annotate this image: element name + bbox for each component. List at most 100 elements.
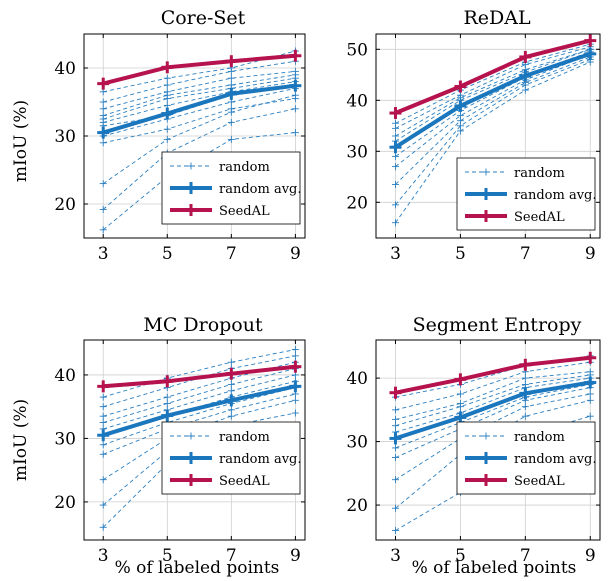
y-tick-label: 20 — [54, 493, 76, 513]
random-run-line — [102, 94, 296, 184]
random-run-line — [395, 371, 591, 420]
legend-label: SeedAL — [219, 204, 270, 219]
panel-title: MC Dropout — [143, 314, 263, 336]
panel-core-set: Core-Set mIoU (%) 3 5 7 9203040randomrandom… — [11, 7, 306, 264]
x-tick-label: 3 — [390, 244, 401, 264]
y-tick-label: 30 — [346, 142, 368, 162]
y-tick-label: 50 — [346, 40, 368, 60]
y-tick-label: 20 — [346, 496, 368, 516]
random-run-line — [395, 61, 591, 223]
x-tick-label: 7 — [226, 244, 237, 264]
x-tick-label: 7 — [226, 546, 237, 566]
x-tick-label: 7 — [520, 546, 531, 566]
panel-title: Core-Set — [161, 7, 246, 29]
y-tick-label: 30 — [346, 433, 368, 453]
random-run-line — [103, 361, 296, 417]
legend-label: SeedAL — [514, 210, 565, 225]
x-axis-label: % of labeled points — [115, 558, 280, 578]
seedal-line — [102, 53, 296, 86]
x-tick-label: 3 — [98, 244, 109, 264]
legend-label: random — [514, 430, 565, 445]
panel-segment-entropy: Segment Entropy 3 5 7 9 20 30 40 random random a… — [346, 314, 601, 578]
axes-frame — [375, 33, 601, 239]
y-tick-label: 30 — [54, 429, 76, 449]
y-tick-label: 20 — [54, 195, 76, 215]
legend: random random avg. SeedAL — [456, 421, 597, 495]
series-group — [389, 34, 597, 227]
x-tick-label: 3 — [98, 546, 109, 566]
legend: random random avg. SeedAL — [456, 157, 597, 231]
x-tick-label: 3 — [390, 546, 401, 566]
y-tick-label: 20 — [346, 193, 368, 213]
random-run-line — [103, 355, 296, 408]
y-axis-label: mIoU (%) — [11, 399, 31, 481]
y-tick-label: 40 — [54, 59, 76, 79]
y-tick-label: 30 — [54, 127, 76, 147]
seedal-line — [394, 38, 591, 115]
y-tick-label: 40 — [346, 369, 368, 389]
legend-label: SeedAL — [514, 474, 565, 489]
random-run-line — [103, 393, 296, 455]
panel-title: ReDAL — [463, 7, 531, 29]
random-run-line — [395, 387, 591, 458]
random-run-line — [102, 412, 296, 506]
axes-frame — [83, 339, 306, 541]
x-tick-label: 5 — [162, 244, 173, 264]
panel-title: Segment Entropy — [413, 314, 582, 336]
series-group — [97, 47, 302, 234]
random-run-line — [395, 377, 591, 433]
axes-frame — [375, 339, 601, 541]
x-axis-label: % of labeled points — [412, 558, 577, 578]
seedal-line — [395, 355, 591, 395]
panel-mc-dropout: MC Dropout 3 5 7 9 20 30 40 random random avg. Se… — [11, 314, 306, 578]
legend-label: SeedAL — [219, 474, 270, 489]
random-run-line — [103, 74, 296, 117]
series-group — [97, 346, 302, 531]
random-run-line — [395, 374, 591, 427]
legend-label: random avg. — [219, 452, 302, 467]
random-run-line — [103, 70, 296, 110]
random-run-line — [103, 98, 296, 144]
legend-label: random — [219, 160, 270, 175]
random-run-line — [103, 77, 296, 120]
random-run-line — [103, 368, 296, 423]
random-run-line — [103, 60, 296, 103]
random-run-line — [395, 43, 591, 124]
panel-redal: ReDAL 3 5 7 9 20 30 40 50 random random avg. SeedA… — [346, 7, 601, 264]
random-run-line — [395, 355, 591, 398]
x-tick-label: 9 — [585, 546, 596, 566]
random-run-line — [395, 48, 591, 137]
series-group — [389, 351, 597, 534]
random-run-line — [395, 53, 591, 167]
random-run-line — [395, 48, 591, 142]
seedal-line — [103, 364, 296, 389]
random-avg-line — [102, 384, 296, 438]
random-run-line — [103, 81, 296, 123]
random-run-line — [395, 59, 591, 206]
legend-label: random — [514, 166, 565, 181]
legend: random random avg. SeedAL — [161, 421, 302, 495]
legend-label: random avg. — [514, 452, 597, 467]
legend-label: random avg. — [219, 182, 302, 197]
plot-area: 3 5 7 9 20 30 40 random random avg. SeedAL — [54, 33, 306, 264]
y-tick-label: 40 — [346, 91, 368, 111]
legend-label: random avg. — [514, 188, 597, 203]
random-avg-line — [394, 52, 591, 149]
random-run-line — [102, 399, 296, 481]
random-run-line — [395, 53, 591, 157]
y-axis-label: mIoU (%) — [11, 100, 31, 182]
x-tick-label: 5 — [455, 244, 466, 264]
plot-area: 3 5 7 9 20 30 40 random random avg. SeedAL — [346, 339, 601, 566]
x-tick-label: 5 — [162, 546, 173, 566]
plot-area: 3 5 7 9 20 30 40 random random avg. SeedAL — [54, 339, 306, 566]
random-run-line — [103, 374, 296, 430]
legend: random random avg. SeedAL — [161, 151, 302, 225]
random-run-line — [103, 87, 296, 137]
random-avg-line — [394, 380, 591, 441]
x-tick-label: 7 — [520, 244, 531, 264]
random-run-line — [103, 387, 296, 446]
plot-area: 3 5 7 9 20 30 40 50 random random avg. SeedAL — [346, 33, 601, 264]
x-tick-label: 5 — [455, 546, 466, 566]
random-run-line — [395, 415, 591, 531]
